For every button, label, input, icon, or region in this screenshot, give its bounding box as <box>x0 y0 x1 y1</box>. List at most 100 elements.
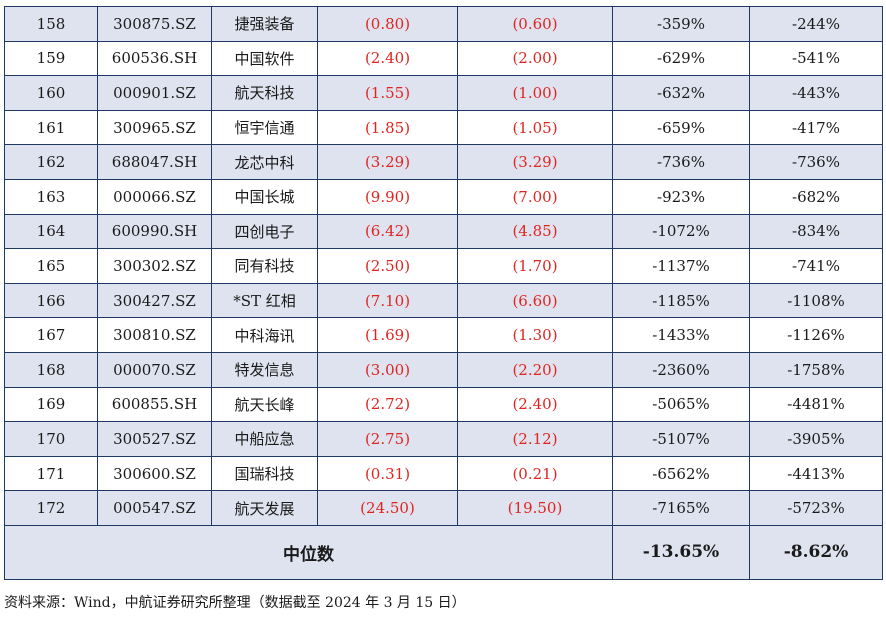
value-2-cell: (1.70) <box>457 248 613 284</box>
pct-2-cell: -736% <box>749 144 883 180</box>
table-row: 170 300527.SZ 中船应急 (2.75) (2.12) -5107% -3905% <box>4 421 883 457</box>
pct-1-cell: -1072% <box>612 213 750 250</box>
value-1-cell: (1.55) <box>317 75 458 111</box>
rank-cell: 171 <box>4 455 98 492</box>
stock-code-cell: 300600.SZ <box>97 455 212 492</box>
rank-cell: 164 <box>4 213 98 250</box>
stock-code-cell: 600855.SH <box>97 386 212 423</box>
stock-name-cell: 特发信息 <box>211 351 318 388</box>
stock-name-cell: 四创电子 <box>211 213 318 250</box>
value-2-cell: (2.12) <box>457 421 613 457</box>
pct-2-cell: -741% <box>749 248 883 284</box>
pct-2-cell: -682% <box>749 178 883 215</box>
value-2-cell: (3.29) <box>457 144 613 180</box>
pct-1-cell: -5107% <box>612 421 750 457</box>
table-row: 167 300810.SZ 中科海讯 (1.69) (1.30) -1433% -1126% <box>4 317 883 353</box>
pct-1-cell: -1137% <box>612 248 750 284</box>
stock-name-cell: 中科海讯 <box>211 317 318 353</box>
pct-1-cell: -2360% <box>612 351 750 388</box>
table-row: 163 000066.SZ 中国长城 (9.90) (7.00) -923% -682% <box>4 178 883 215</box>
pct-1-cell: -1433% <box>612 317 750 353</box>
value-1-cell: (2.75) <box>317 421 458 457</box>
stock-code-cell: 300965.SZ <box>97 109 212 146</box>
pct-1-cell: -659% <box>612 109 750 146</box>
rank-cell: 162 <box>4 144 98 180</box>
table-row: 158 300875.SZ 捷强装备 (0.80) (0.60) -359% -244% <box>4 6 883 42</box>
table-row: 168 000070.SZ 特发信息 (3.00) (2.20) -2360% -1758% <box>4 351 883 388</box>
rank-cell: 166 <box>4 282 98 319</box>
pct-2-cell: -541% <box>749 40 883 77</box>
value-1-cell: (1.69) <box>317 317 458 353</box>
value-2-cell: (2.20) <box>457 351 613 388</box>
rank-cell: 169 <box>4 386 98 423</box>
stock-name-cell: 航天科技 <box>211 75 318 111</box>
value-2-cell: (19.50) <box>457 490 613 526</box>
table-row: 164 600990.SH 四创电子 (6.42) (4.85) -1072% -834% <box>4 213 883 250</box>
stock-name-cell: 同有科技 <box>211 248 318 284</box>
value-1-cell: (2.40) <box>317 40 458 77</box>
stock-code-cell: 300302.SZ <box>97 248 212 284</box>
value-2-cell: (1.00) <box>457 75 613 111</box>
value-1-cell: (9.90) <box>317 178 458 215</box>
value-2-cell: (2.40) <box>457 386 613 423</box>
value-1-cell: (3.29) <box>317 144 458 180</box>
pct-2-cell: -443% <box>749 75 883 111</box>
value-1-cell: (6.42) <box>317 213 458 250</box>
value-1-cell: (3.00) <box>317 351 458 388</box>
value-1-cell: (7.10) <box>317 282 458 319</box>
source-note: 资料来源：Wind，中航证券研究所整理（数据截至 2024 年 3 月 15 日… <box>4 595 466 611</box>
pct-2-cell: -1108% <box>749 282 883 319</box>
rank-cell: 167 <box>4 317 98 353</box>
valuation-table-container: 158 300875.SZ 捷强装备 (0.80) (0.60) -359% -244% 15… <box>4 6 883 580</box>
rank-cell: 159 <box>4 40 98 77</box>
pct-1-cell: -629% <box>612 40 750 77</box>
table-row: 161 300965.SZ 恒宇信通 (1.85) (1.05) -659% -417% <box>4 109 883 146</box>
stock-code-cell: 688047.SH <box>97 144 212 180</box>
stock-name-cell: 中船应急 <box>211 421 318 457</box>
value-1-cell: (24.50) <box>317 490 458 526</box>
value-2-cell: (1.30) <box>457 317 613 353</box>
stock-name-cell: 航天长峰 <box>211 386 318 423</box>
rank-cell: 168 <box>4 351 98 388</box>
pct-2-cell: -834% <box>749 213 883 250</box>
pct-2-cell: -4413% <box>749 455 883 492</box>
rank-cell: 163 <box>4 178 98 215</box>
pct-2-cell: -5723% <box>749 490 883 526</box>
pct-1-cell: -6562% <box>612 455 750 492</box>
value-1-cell: (0.31) <box>317 455 458 492</box>
value-2-cell: (2.00) <box>457 40 613 77</box>
stock-name-cell: 中国长城 <box>211 178 318 215</box>
pct-2-cell: -3905% <box>749 421 883 457</box>
pct-1-cell: -923% <box>612 178 750 215</box>
stock-code-cell: 000547.SZ <box>97 490 212 526</box>
stock-code-cell: 600990.SH <box>97 213 212 250</box>
pct-2-cell: -417% <box>749 109 883 146</box>
pct-1-cell: -359% <box>612 6 750 42</box>
stock-name-cell: 龙芯中科 <box>211 144 318 180</box>
pct-2-cell: -1126% <box>749 317 883 353</box>
table-row: 160 000901.SZ 航天科技 (1.55) (1.00) -632% -443% <box>4 75 883 111</box>
stock-code-cell: 300810.SZ <box>97 317 212 353</box>
pct-2-cell: -1758% <box>749 351 883 388</box>
stock-name-cell: 捷强装备 <box>211 6 318 42</box>
valuation-table: 158 300875.SZ 捷强装备 (0.80) (0.60) -359% -244% 15… <box>4 6 883 580</box>
stock-code-cell: 300427.SZ <box>97 282 212 319</box>
pct-2-cell: -244% <box>749 6 883 42</box>
stock-code-cell: 300527.SZ <box>97 421 212 457</box>
value-2-cell: (0.60) <box>457 6 613 42</box>
table-row: 166 300427.SZ *ST 红相 (7.10) (6.60) -1185% -110… <box>4 282 883 319</box>
table-row: 162 688047.SH 龙芯中科 (3.29) (3.29) -736% -736% <box>4 144 883 180</box>
pct-1-cell: -7165% <box>612 490 750 526</box>
stock-name-cell: 国瑞科技 <box>211 455 318 492</box>
stock-code-cell: 000901.SZ <box>97 75 212 111</box>
value-1-cell: (2.72) <box>317 386 458 423</box>
median-pct-1: -13.65% <box>612 524 750 580</box>
pct-1-cell: -736% <box>612 144 750 180</box>
rank-cell: 161 <box>4 109 98 146</box>
value-2-cell: (0.21) <box>457 455 613 492</box>
pct-2-cell: -4481% <box>749 386 883 423</box>
value-1-cell: (1.85) <box>317 109 458 146</box>
table-row: 169 600855.SH 航天长峰 (2.72) (2.40) -5065% -4481% <box>4 386 883 423</box>
rank-cell: 170 <box>4 421 98 457</box>
stock-code-cell: 000066.SZ <box>97 178 212 215</box>
